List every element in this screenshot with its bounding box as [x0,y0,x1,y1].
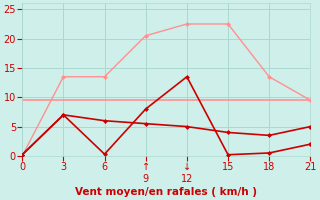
X-axis label: Vent moyen/en rafales ( km/h ): Vent moyen/en rafales ( km/h ) [75,187,257,197]
